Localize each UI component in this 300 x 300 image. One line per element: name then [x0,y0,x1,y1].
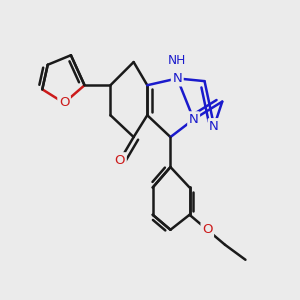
Text: N: N [172,72,182,85]
Text: N: N [209,120,219,133]
Text: N: N [189,113,199,126]
Text: O: O [59,97,69,110]
Text: O: O [202,223,212,236]
Text: NH: NH [168,54,187,67]
Text: O: O [115,154,125,167]
